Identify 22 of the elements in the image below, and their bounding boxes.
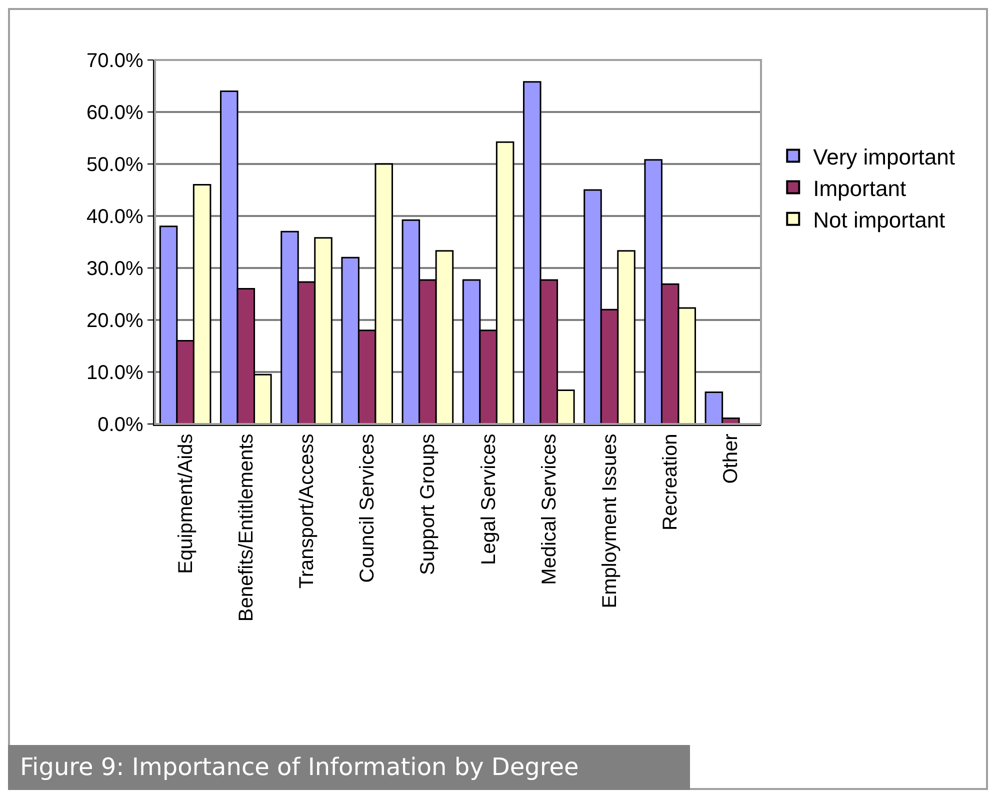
x-tick-label: Recreation [660,434,682,530]
legend-label: Not important [813,207,946,232]
y-tick-label: 70.0% [86,50,144,72]
x-tick-label: Legal Services [478,434,500,565]
x-tick-label: Other [720,433,742,484]
x-tick-label: Support Groups [417,434,440,575]
y-tick-label: 20.0% [86,310,144,332]
y-tick-label: 0.0% [98,414,144,436]
x-tick-label: Council Services [356,434,379,583]
y-tick-label: 10.0% [86,362,144,384]
x-tick-label: Benefits/Entitlements [235,434,258,622]
legend-label: Important [813,176,906,201]
legend-label: Very important [813,144,955,170]
x-tick-label: Transport/Access [296,434,318,589]
x-tick-label: Employment Issues [599,434,621,608]
y-tick-label: 40.0% [86,206,144,228]
x-tick-label: Equipment/Aids [174,434,197,574]
y-tick-label: 50.0% [86,154,144,176]
caption: Figure 9: Importance of Information by Degree [8,745,690,790]
y-tick-label: 30.0% [86,258,144,280]
y-tick-label: 60.0% [86,102,144,124]
x-tick-label: Medical Services [538,434,560,585]
